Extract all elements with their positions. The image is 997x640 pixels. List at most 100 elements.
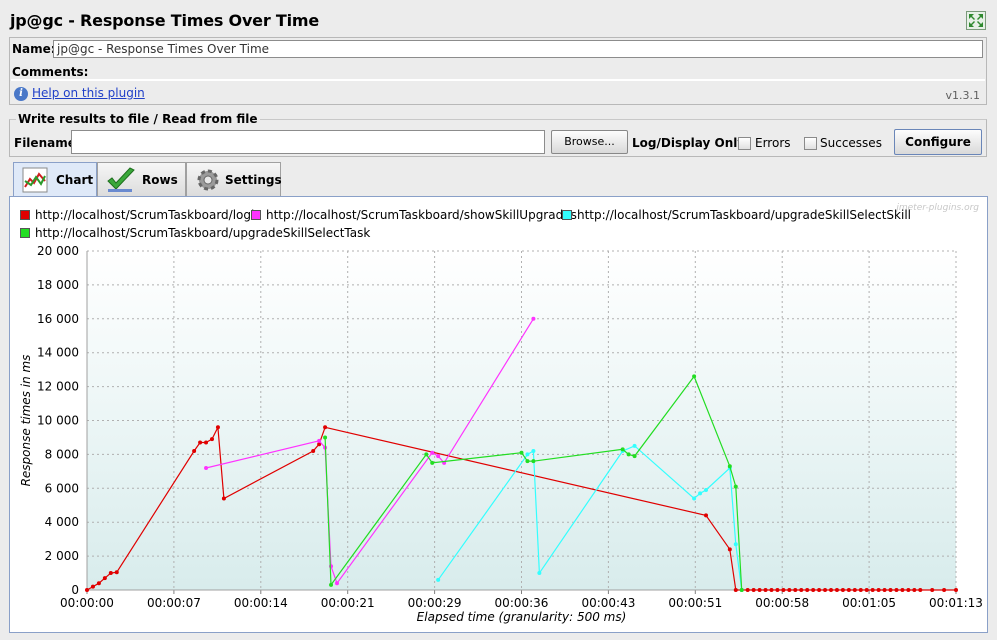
data-point bbox=[209, 437, 214, 442]
data-point bbox=[323, 435, 328, 440]
legend-label-upgradeskillselecttask: http://localhost/ScrumTaskboard/upgradeS… bbox=[35, 226, 371, 240]
tab-settings-label: Settings bbox=[225, 173, 282, 187]
data-point bbox=[894, 588, 899, 592]
data-point bbox=[793, 588, 798, 592]
data-point bbox=[698, 491, 703, 496]
data-point bbox=[930, 588, 935, 592]
legend-label-upgradeskillselectskill: http://localhost/ScrumTaskboard/upgradeS… bbox=[577, 208, 911, 222]
data-point bbox=[918, 588, 923, 592]
data-point bbox=[739, 588, 744, 592]
y-tick-label: 4 000 bbox=[45, 515, 79, 529]
legend-swatch-upgradeskillselectskill bbox=[562, 210, 572, 220]
data-point bbox=[692, 496, 697, 501]
data-point bbox=[912, 588, 917, 592]
x-tick-label: 00:00:00 bbox=[60, 596, 114, 610]
y-tick-label: 16 000 bbox=[37, 312, 79, 326]
data-point bbox=[436, 454, 441, 459]
data-point bbox=[90, 584, 95, 589]
tab-settings[interactable]: Settings bbox=[186, 162, 282, 196]
data-point bbox=[733, 484, 738, 489]
watermark: jmeter-plugins.org bbox=[896, 203, 979, 213]
data-point bbox=[204, 440, 209, 445]
errors-checkbox[interactable] bbox=[738, 137, 751, 150]
version-label: v1.3.1 bbox=[945, 89, 981, 102]
data-point bbox=[424, 452, 429, 457]
data-point bbox=[799, 588, 804, 592]
data-point bbox=[531, 459, 536, 464]
data-point bbox=[787, 588, 792, 592]
response-times-chart: 0 2 000 4 000 6 000 8 000 10 000 12 000 14 000 1… bbox=[19, 244, 983, 624]
help-link[interactable]: Help on this plugin bbox=[32, 86, 145, 100]
data-point bbox=[620, 447, 625, 452]
checkmark-icon bbox=[106, 167, 135, 193]
file-fieldset: Write results to file / Read from file F… bbox=[9, 112, 987, 157]
legend-swatch-upgradeskillselecttask bbox=[20, 228, 30, 238]
chart-icon bbox=[22, 167, 48, 193]
x-tick-label: 00:00:07 bbox=[147, 596, 201, 610]
data-point bbox=[221, 496, 226, 501]
window-title: jp@gc - Response Times Over Time bbox=[10, 11, 320, 30]
data-point bbox=[876, 588, 881, 592]
data-point bbox=[525, 452, 530, 457]
data-point bbox=[781, 588, 786, 592]
data-point bbox=[317, 442, 322, 447]
x-tick-label: 00:00:51 bbox=[668, 596, 722, 610]
data-point bbox=[704, 487, 709, 492]
data-point bbox=[954, 588, 958, 592]
x-tick-label: 00:00:58 bbox=[755, 596, 809, 610]
legend-swatch-showskillupgrades bbox=[251, 210, 261, 220]
tab-bar: Chart Rows Settings bbox=[13, 162, 293, 197]
filename-input[interactable] bbox=[71, 130, 545, 154]
legend-swatch-login bbox=[20, 210, 30, 220]
data-point bbox=[757, 588, 762, 592]
filename-label: Filename bbox=[14, 136, 76, 150]
x-tick-label: 00:00:21 bbox=[321, 596, 375, 610]
tab-chart[interactable]: Chart bbox=[13, 162, 97, 197]
data-point bbox=[840, 588, 845, 592]
series-line-0 bbox=[86, 425, 956, 591]
data-point bbox=[114, 570, 119, 575]
data-point bbox=[817, 588, 822, 592]
errors-label: Errors bbox=[755, 136, 791, 150]
data-point bbox=[900, 588, 905, 592]
data-point bbox=[727, 547, 732, 552]
data-point bbox=[942, 588, 947, 592]
data-point bbox=[436, 577, 441, 582]
data-point bbox=[852, 588, 857, 592]
data-point bbox=[769, 588, 774, 592]
browse-button[interactable]: Browse... bbox=[551, 130, 628, 154]
data-point bbox=[626, 452, 631, 457]
x-tick-label: 00:01:13 bbox=[929, 596, 983, 610]
y-tick-label: 10 000 bbox=[37, 414, 79, 428]
data-point bbox=[108, 571, 113, 576]
data-point bbox=[882, 588, 887, 592]
data-point bbox=[430, 460, 435, 465]
data-point bbox=[834, 588, 839, 592]
x-tick-label: 00:01:05 bbox=[842, 596, 896, 610]
data-point bbox=[858, 588, 863, 592]
data-point bbox=[864, 588, 869, 592]
successes-label: Successes bbox=[820, 136, 882, 150]
comments-field[interactable] bbox=[11, 79, 985, 81]
data-point bbox=[531, 316, 536, 321]
data-point bbox=[531, 449, 536, 454]
data-point bbox=[870, 588, 875, 592]
y-tick-label: 18 000 bbox=[37, 278, 79, 292]
file-fieldset-legend: Write results to file / Read from file bbox=[16, 112, 260, 126]
configure-button[interactable]: Configure bbox=[894, 129, 982, 155]
tab-rows[interactable]: Rows bbox=[97, 162, 186, 196]
data-point bbox=[763, 588, 768, 592]
x-tick-label: 00:00:36 bbox=[495, 596, 549, 610]
data-point bbox=[525, 459, 530, 464]
data-point bbox=[85, 588, 89, 592]
data-point bbox=[430, 450, 435, 455]
name-input[interactable]: jp@gc - Response Times Over Time bbox=[53, 40, 983, 58]
data-point bbox=[692, 374, 697, 379]
tab-rows-label: Rows bbox=[142, 173, 178, 187]
x-tick-label: 00:00:29 bbox=[408, 596, 462, 610]
expand-icon[interactable] bbox=[966, 11, 986, 30]
data-point bbox=[198, 440, 203, 445]
successes-checkbox[interactable] bbox=[804, 137, 817, 150]
data-point bbox=[745, 588, 750, 592]
x-tick-label: 00:00:14 bbox=[234, 596, 288, 610]
